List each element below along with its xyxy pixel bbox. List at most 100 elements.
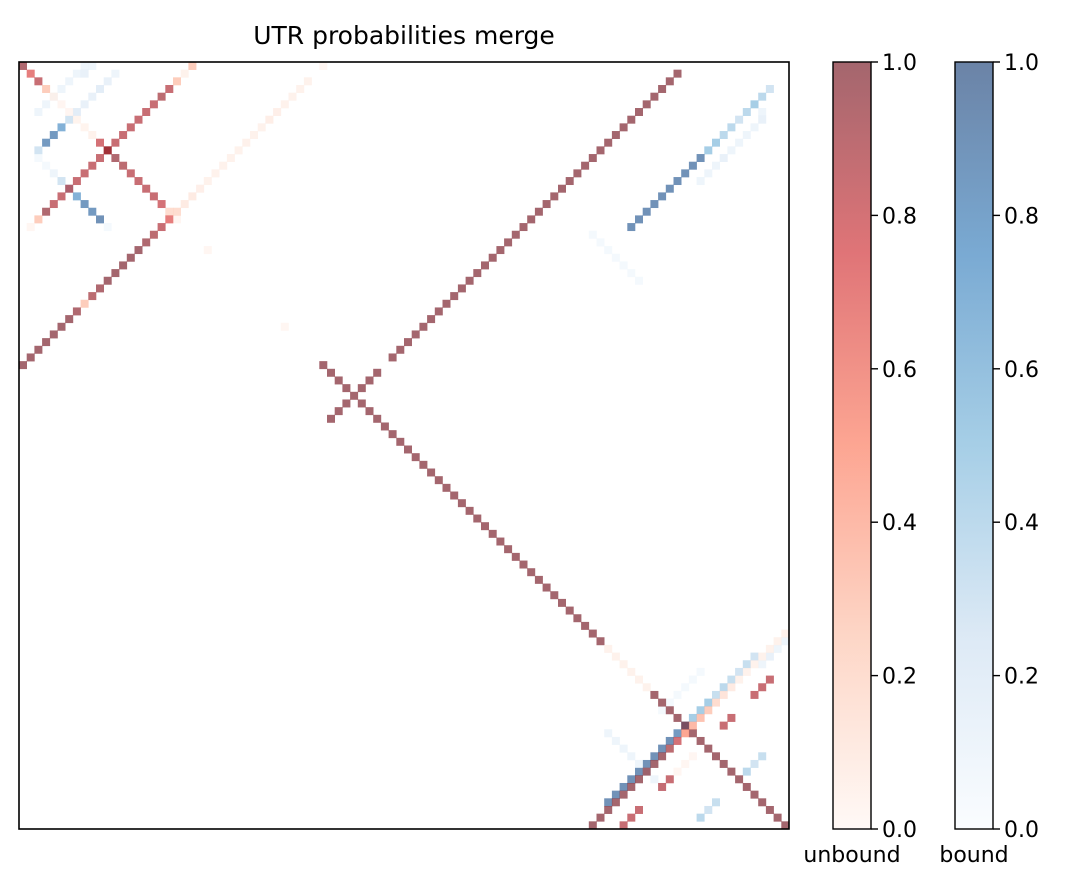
unbound-cell xyxy=(265,115,274,124)
chart-title: UTR probabilities merge xyxy=(253,21,555,50)
unbound-cell xyxy=(558,184,566,193)
unbound-cell xyxy=(365,407,374,416)
bound-cell xyxy=(650,752,659,761)
unbound-cell xyxy=(658,698,667,707)
unbound-cell xyxy=(627,813,636,822)
unbound-cell xyxy=(604,644,613,653)
unbound-cell xyxy=(658,752,667,761)
bound-cell xyxy=(681,683,690,692)
unbound-cell xyxy=(319,62,328,70)
colorbar-tick-label: 0.8 xyxy=(1004,204,1039,229)
unbound-cell xyxy=(119,131,128,139)
colorbar-tick-label: 0.4 xyxy=(1004,511,1039,536)
bound-cell xyxy=(742,131,751,139)
unbound-cell xyxy=(49,330,58,339)
bound-cell xyxy=(72,108,81,116)
unbound-cell xyxy=(111,154,120,163)
unbound-cell xyxy=(149,230,158,239)
unbound-cell xyxy=(588,821,597,830)
unbound-cell xyxy=(673,69,682,78)
unbound-cell xyxy=(481,522,489,531)
unbound-cell xyxy=(111,269,120,278)
unbound-cell xyxy=(80,169,89,178)
colorbar-tick-label: 0.6 xyxy=(882,358,917,383)
unbound-cell xyxy=(288,92,297,101)
bound-cell xyxy=(704,698,713,707)
unbound-cell xyxy=(573,169,582,178)
unbound-cell xyxy=(635,775,643,784)
unbound-cell xyxy=(327,368,335,377)
bound-cell xyxy=(34,146,43,155)
unbound-cell xyxy=(211,169,220,178)
bound-cell xyxy=(34,154,43,163)
colorbar-bound: 0.0 0.2 0.4 0.6 0.8 1.0 bound xyxy=(939,51,1039,868)
colorbar-tick-label: 1.0 xyxy=(882,51,917,76)
unbound-cell xyxy=(765,675,774,684)
unbound-cell xyxy=(57,322,66,331)
unbound-cell xyxy=(619,821,628,830)
bound-cell xyxy=(712,798,720,807)
unbound-cell xyxy=(765,644,774,653)
unbound-cell xyxy=(550,192,559,201)
bound-cell xyxy=(750,100,759,109)
bound-cell xyxy=(611,790,620,799)
unbound-cell xyxy=(273,108,282,116)
unbound-cell xyxy=(234,146,243,155)
unbound-cell xyxy=(673,767,682,776)
unbound-cell xyxy=(42,338,51,347)
unbound-cell xyxy=(419,460,428,469)
bound-cell xyxy=(673,729,682,738)
bound-cell xyxy=(750,123,759,132)
bound-cell xyxy=(65,115,74,124)
unbound-cell xyxy=(750,790,759,799)
unbound-cell xyxy=(65,108,74,116)
bound-cell xyxy=(688,161,697,170)
heatmap-cells xyxy=(19,62,790,830)
unbound-cell xyxy=(527,568,536,577)
unbound-cell xyxy=(511,230,520,239)
unbound-cell xyxy=(650,759,659,768)
unbound-cell xyxy=(688,721,697,730)
unbound-cell xyxy=(611,798,620,807)
bound-cell xyxy=(781,637,790,646)
colorbar-tick-label: 0.2 xyxy=(882,665,917,690)
unbound-cell xyxy=(257,123,266,132)
unbound-cell xyxy=(142,108,151,116)
unbound-cell xyxy=(558,598,566,607)
bound-cell xyxy=(103,223,112,232)
unbound-cell xyxy=(96,284,104,293)
bound-cell xyxy=(727,146,736,155)
bound-cell xyxy=(627,752,636,761)
bound-cell xyxy=(681,169,690,178)
unbound-cell xyxy=(627,115,636,124)
unbound-cell xyxy=(681,721,690,730)
colorbar-tick-label: 0.4 xyxy=(882,511,917,536)
bound-cell xyxy=(80,100,89,109)
unbound-cell xyxy=(72,307,81,316)
unbound-cell xyxy=(450,292,459,301)
unbound-cell xyxy=(565,177,574,186)
unbound-cell xyxy=(57,192,66,201)
bound-cell xyxy=(742,108,751,116)
unbound-cell xyxy=(173,215,181,224)
unbound-cell xyxy=(119,161,128,170)
unbound-cell xyxy=(488,253,497,262)
bound-cell xyxy=(49,169,58,178)
unbound-cell xyxy=(719,690,728,699)
unbound-cell xyxy=(519,223,528,232)
unbound-cell xyxy=(635,108,643,116)
bound-cell xyxy=(65,77,74,86)
unbound-cell xyxy=(635,675,643,684)
unbound-cell xyxy=(704,706,713,715)
unbound-cell xyxy=(396,345,405,354)
bound-cell xyxy=(665,736,674,745)
unbound-cell xyxy=(411,330,420,339)
unbound-cell xyxy=(26,69,35,78)
bound-cell xyxy=(57,85,66,93)
bound-cell xyxy=(627,775,636,784)
unbound-cell xyxy=(96,154,104,163)
unbound-cell xyxy=(735,675,744,684)
bound-cell xyxy=(642,759,651,768)
unbound-cell xyxy=(134,177,143,186)
unbound-cell xyxy=(111,138,120,147)
